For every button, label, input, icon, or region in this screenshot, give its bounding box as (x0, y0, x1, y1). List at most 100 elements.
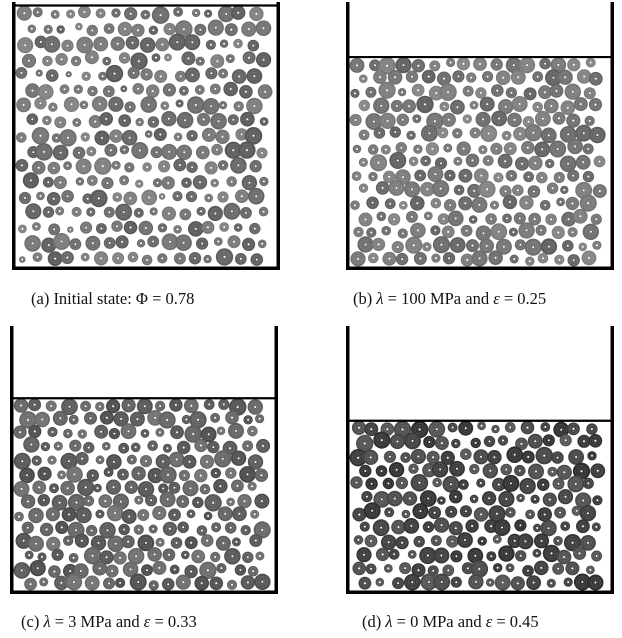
grain (210, 412, 221, 423)
grain (181, 177, 192, 189)
grain (375, 577, 385, 587)
grain (210, 551, 221, 563)
grain (102, 85, 115, 98)
grain (590, 463, 606, 479)
grain (540, 520, 557, 537)
grain (433, 547, 450, 564)
grain (504, 422, 516, 433)
grain (21, 53, 37, 68)
grain (369, 154, 388, 172)
grain (404, 432, 421, 450)
grain (81, 71, 91, 82)
grain (126, 454, 137, 465)
grain (242, 440, 254, 452)
grain (389, 126, 401, 138)
grain (79, 100, 89, 110)
grain (592, 495, 603, 506)
grain (24, 550, 34, 560)
grain (363, 502, 381, 520)
panel-d-figure (346, 326, 614, 594)
grain (450, 576, 462, 588)
grain (487, 450, 502, 465)
grain (42, 206, 55, 218)
grain (586, 565, 595, 575)
grain (199, 483, 211, 495)
grain (396, 113, 410, 127)
grain (400, 452, 411, 463)
grain (47, 426, 58, 438)
grain (68, 414, 79, 425)
grain (567, 475, 585, 493)
grain (567, 254, 580, 267)
grain (61, 398, 78, 416)
grain (535, 224, 547, 236)
grain (585, 57, 596, 68)
grain (192, 496, 204, 509)
grain (179, 85, 189, 96)
grain (117, 468, 129, 481)
grain (121, 509, 137, 524)
grain (421, 69, 436, 84)
caption-c-lambda-text: = 3 MPa and (50, 612, 144, 631)
grain (247, 39, 260, 52)
grain (209, 83, 221, 95)
grain (184, 425, 202, 443)
grain (505, 563, 515, 573)
grain (437, 496, 446, 505)
grain (60, 480, 75, 496)
grain (351, 420, 367, 435)
grain (96, 223, 107, 234)
grain (577, 434, 591, 448)
grain (382, 477, 395, 490)
grain (545, 158, 555, 169)
grain (536, 171, 548, 184)
grain (255, 414, 265, 424)
grain (111, 220, 123, 232)
grain (147, 440, 158, 451)
grain (448, 521, 463, 536)
grain (565, 561, 580, 576)
grain (365, 477, 378, 490)
grain (13, 452, 31, 470)
grain (136, 398, 153, 415)
grain (98, 71, 108, 81)
grain (176, 111, 194, 129)
grain (373, 431, 391, 449)
grain (218, 68, 229, 79)
grain (410, 474, 429, 492)
grain (559, 434, 572, 447)
grain (584, 115, 595, 126)
grain (536, 478, 550, 491)
grain (431, 461, 449, 478)
grain (63, 535, 74, 546)
grain (140, 96, 157, 113)
grain (135, 117, 144, 127)
grain (439, 83, 457, 101)
grain (162, 548, 176, 562)
grain (207, 19, 224, 36)
grain (42, 176, 54, 188)
grain (351, 171, 362, 182)
grain (516, 493, 525, 503)
grain (240, 207, 252, 219)
grain (115, 235, 129, 249)
grain (567, 169, 580, 182)
grain (200, 426, 217, 443)
grain (249, 160, 262, 173)
grain (543, 98, 559, 114)
grain (388, 180, 405, 196)
grain (24, 577, 37, 591)
grain (80, 221, 93, 234)
grain (247, 399, 263, 415)
grain (423, 211, 433, 221)
grain (373, 70, 387, 84)
grain (573, 546, 587, 560)
grain (147, 547, 162, 562)
grain-packing (349, 57, 607, 267)
grain (189, 411, 207, 429)
grain (559, 155, 577, 173)
grain (491, 424, 500, 434)
grain (423, 435, 436, 449)
grain-packing (15, 5, 273, 266)
grain (382, 170, 396, 184)
